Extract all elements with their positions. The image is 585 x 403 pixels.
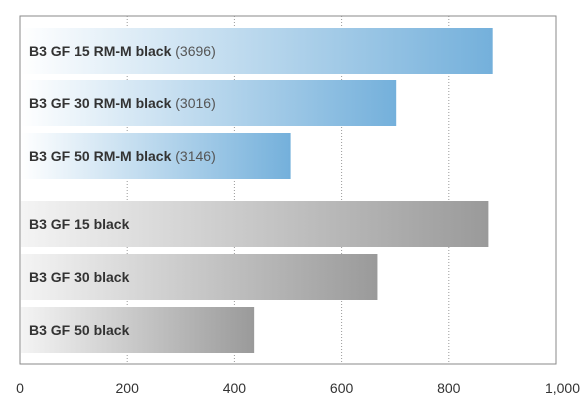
bar-name: B3 GF 50 black <box>29 322 130 338</box>
bar-name: B3 GF 50 RM-M black <box>29 148 172 164</box>
bars: B3 GF 15 RM-M black (3696) B3 GF 30 RM-M … <box>21 28 493 353</box>
bar-label: B3 GF 50 black <box>29 322 130 338</box>
bar <box>21 28 493 74</box>
bar-label: B3 GF 15 black <box>29 216 130 232</box>
bar-code: (3016) <box>171 95 215 111</box>
bar-name: B3 GF 30 black <box>29 269 130 285</box>
bar-label: B3 GF 50 RM-M black (3146) <box>29 148 216 164</box>
x-tick-label: 400 <box>223 380 247 396</box>
x-tick-label: 800 <box>437 380 461 396</box>
bar <box>21 201 489 247</box>
bar-name: B3 GF 15 black <box>29 216 130 232</box>
x-tick-label: 200 <box>116 380 140 396</box>
bar-label: B3 GF 15 RM-M black (3696) <box>29 43 216 59</box>
bar-label: B3 GF 30 black <box>29 269 130 285</box>
bar <box>21 133 291 179</box>
plot-frame <box>19 15 557 365</box>
bar-name: B3 GF 30 RM-M black <box>29 95 172 111</box>
x-tick-label: 0 <box>16 380 24 396</box>
bar-code: (3696) <box>171 43 215 59</box>
bar <box>21 254 378 300</box>
bar-name: B3 GF 15 RM-M black <box>29 43 172 59</box>
bar-label: B3 GF 30 RM-M black (3016) <box>29 95 216 111</box>
x-axis-ticks: 0 200 400 600 800 1,000 <box>16 380 580 396</box>
bar-code: (3146) <box>171 148 215 164</box>
bar <box>21 307 255 353</box>
bar <box>21 80 397 126</box>
x-tick-label: 1,000 <box>545 380 580 396</box>
x-tick-label: 600 <box>330 380 354 396</box>
